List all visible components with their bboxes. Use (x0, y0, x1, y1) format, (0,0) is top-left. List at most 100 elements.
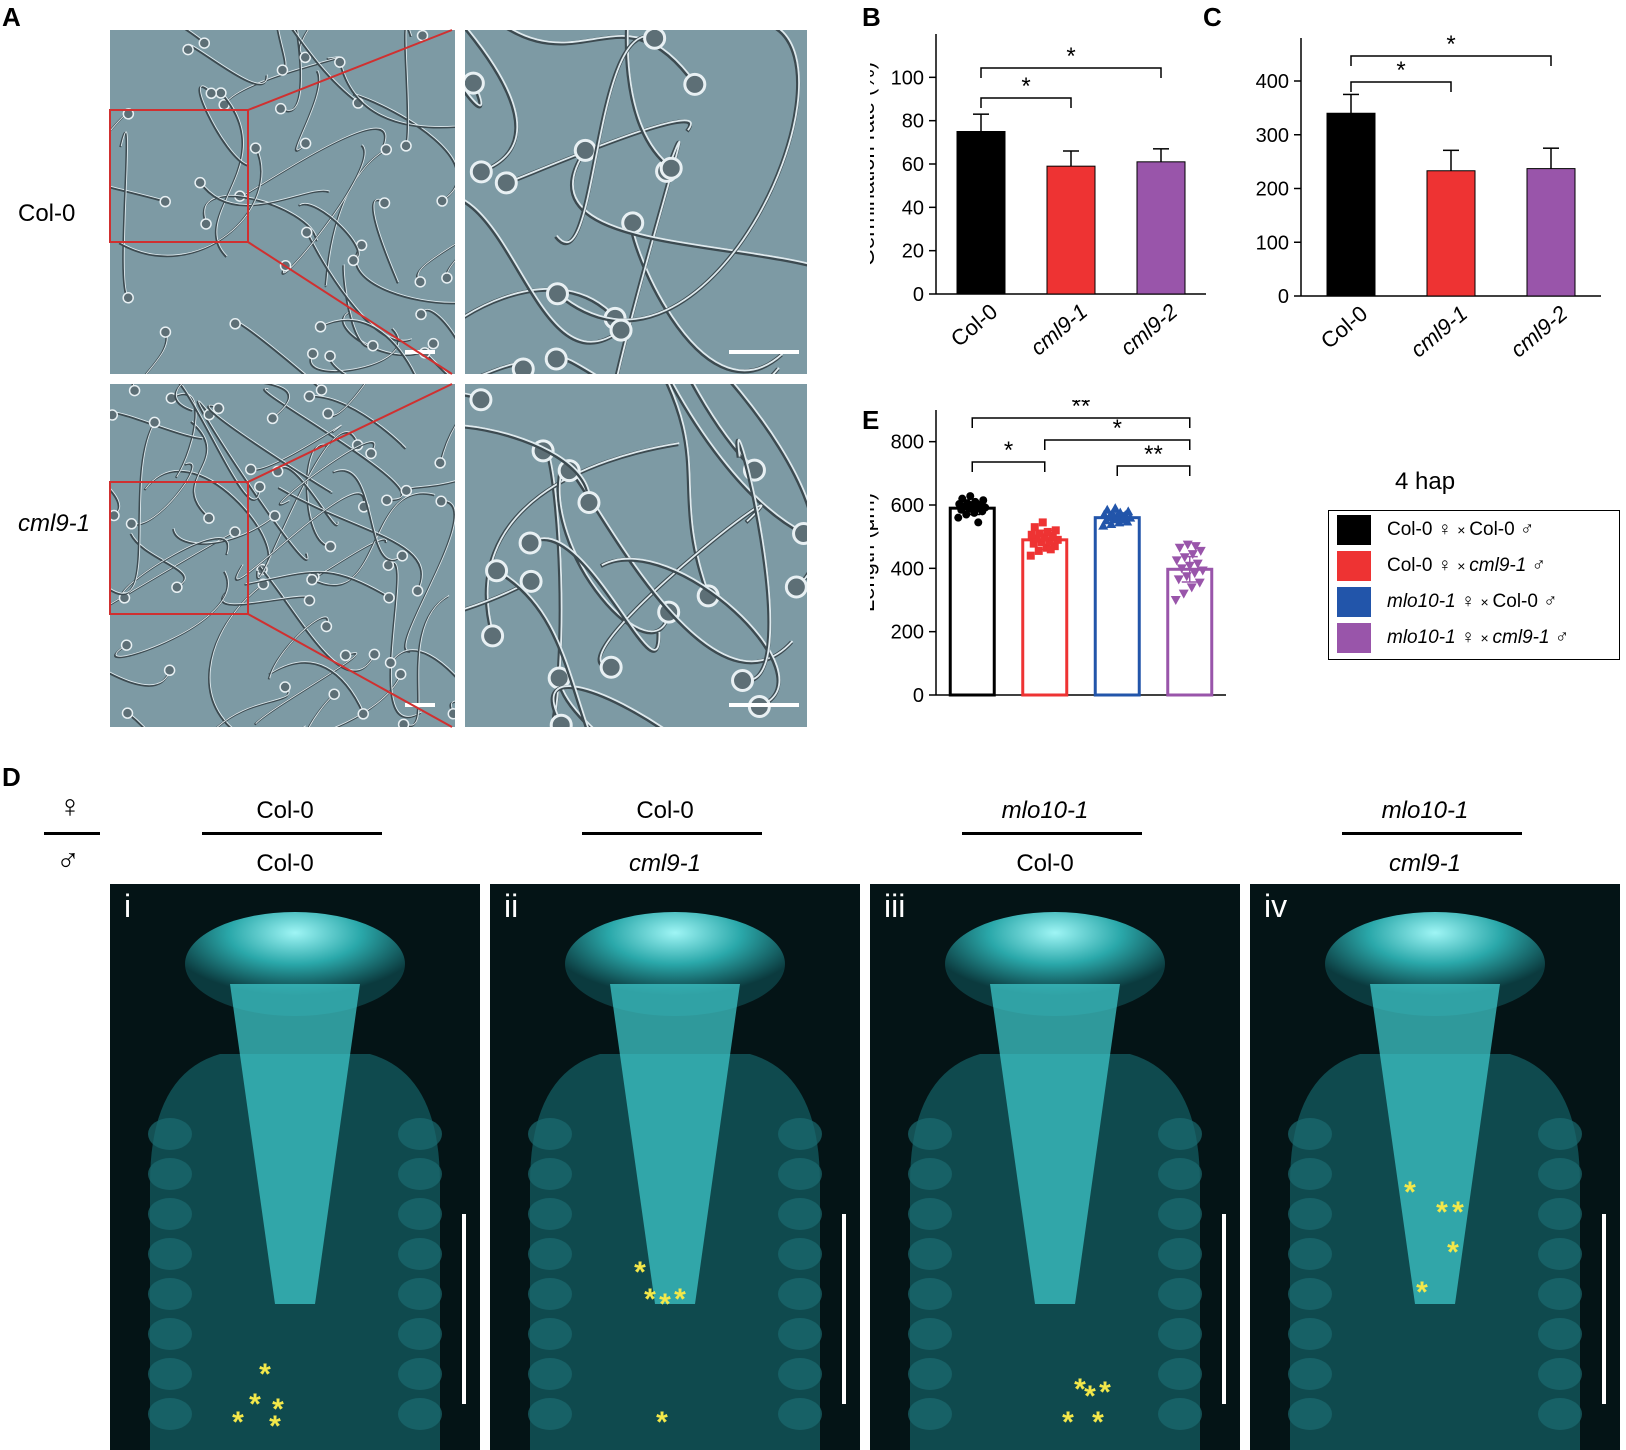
pollen-tube-tip-marker: * (674, 1283, 686, 1316)
ovule (528, 1398, 572, 1430)
pollen-tube-tip-marker: * (1099, 1376, 1111, 1409)
genotype-divider (582, 832, 762, 835)
ovule (908, 1358, 952, 1390)
y-tick-label: 0 (1278, 286, 1289, 308)
female-genotype-label: Col-0 (636, 797, 694, 824)
pollen-tube-tip-marker: * (249, 1388, 261, 1421)
ovule (528, 1158, 572, 1190)
y-tick-label: 200 (891, 622, 924, 644)
bar (1046, 165, 1096, 295)
data-point (1106, 519, 1117, 528)
scale-bar (729, 703, 799, 707)
data-point (1099, 509, 1110, 519)
data-point (1115, 507, 1126, 517)
pollen-tube-tip-marker: * (656, 1406, 668, 1439)
data-point (1051, 526, 1060, 535)
ovule (908, 1158, 952, 1190)
male-genotype-label: Col-0 (256, 850, 314, 877)
legend-entry: mlo10-1 ♀ × Col-0 ♂ (1337, 587, 1607, 619)
ovule (528, 1238, 572, 1270)
legend-swatch (1337, 623, 1371, 653)
data-point (1186, 583, 1197, 593)
genotype-divider (1342, 832, 1522, 835)
x-tick-label: Col-0 (946, 299, 1002, 352)
x-tick-label: Col-0 (1316, 301, 1372, 354)
ovule (398, 1158, 442, 1190)
ovule (1158, 1238, 1202, 1270)
data-point (1107, 508, 1118, 518)
bar (956, 131, 1006, 295)
ovule (1158, 1118, 1202, 1150)
data-point (1034, 546, 1043, 555)
data-point (1125, 512, 1136, 522)
bar (1021, 538, 1069, 697)
pollen-tube-tip-marker: * (1092, 1406, 1104, 1439)
genotype-divider (962, 832, 1142, 835)
y-tick-label: 0 (913, 685, 924, 707)
significance-bracket (971, 417, 1191, 428)
male-genotype-label: Col-0 (1016, 850, 1074, 877)
y-tick-label: 20 (902, 241, 924, 263)
pollen-tube-tip-marker: * (1447, 1236, 1459, 1269)
data-point (1174, 543, 1185, 553)
legend-e: Col-0 ♀ × Col-0 ♂ Col-0 ♀ × cml9-1 ♂ mlo10… (1328, 510, 1620, 660)
genotype-divider (44, 832, 100, 835)
legend-swatch (1337, 587, 1371, 617)
y-tick-label: 40 (902, 197, 924, 219)
data-point (1192, 559, 1203, 569)
bar (1093, 516, 1141, 697)
y-tick-label: 200 (1256, 179, 1289, 201)
ovule (908, 1238, 952, 1270)
ovule (1538, 1318, 1582, 1350)
significance-label: * (1021, 73, 1030, 100)
ovule (908, 1198, 952, 1230)
data-point (1118, 514, 1129, 524)
scale-bar (405, 703, 435, 707)
data-point (1194, 578, 1205, 588)
data-point (1181, 572, 1192, 582)
genotype-divider (202, 832, 382, 835)
data-point (1170, 596, 1181, 605)
ovule (398, 1398, 442, 1430)
pollen-tube-tip-marker: * (232, 1406, 244, 1439)
ovule (908, 1318, 952, 1350)
significance-label: ** (1144, 441, 1163, 468)
x-tick-label: cml9-2 (1506, 301, 1573, 363)
significance-label: * (1446, 31, 1455, 58)
ovule (778, 1318, 822, 1350)
data-point (1187, 550, 1198, 560)
ovule (398, 1318, 442, 1350)
pollen-tube-tip-marker: * (1062, 1406, 1074, 1439)
female-symbol: ♀ (58, 788, 82, 824)
ovule (1288, 1278, 1332, 1310)
ovule (148, 1118, 192, 1150)
image-numeral: iii (884, 888, 906, 924)
y-tick-label: 0 (913, 284, 924, 306)
male-genotype-label: cml9-1 (628, 850, 701, 877)
y-axis-label: Germination rate (%) (870, 62, 879, 266)
bar (1136, 161, 1186, 295)
significance-label: * (1113, 415, 1122, 442)
chart-c: 0100200300400Length (μm)Col-0cml9-1cml9-… (1256, 31, 1601, 363)
ovule (778, 1358, 822, 1390)
ovule (398, 1278, 442, 1310)
ovule (1288, 1358, 1332, 1390)
ovule (778, 1198, 822, 1230)
pollen-tube-tip-marker: * (1084, 1380, 1096, 1413)
data-point (1045, 537, 1054, 546)
pollen-tube-bundle (610, 984, 740, 1304)
legend-entry: Col-0 ♀ × Col-0 ♂ (1337, 515, 1607, 547)
ovule (1538, 1278, 1582, 1310)
data-point (1176, 564, 1187, 574)
female-genotype-label: mlo10-1 (1381, 797, 1469, 824)
data-point (979, 496, 988, 505)
fluorescence-image-i: * * * * * i (110, 884, 480, 1450)
micrograph-cml9-1-overview (110, 384, 455, 727)
ovule (1158, 1158, 1202, 1190)
pollen-tube-tip-marker: * (1074, 1373, 1086, 1406)
y-tick-label: 80 (902, 111, 924, 133)
data-point (1123, 506, 1134, 516)
fluorescence-image-iii: * * * * * iii (870, 884, 1240, 1450)
pollen-tube-bundle (990, 984, 1120, 1304)
ovule (398, 1358, 442, 1390)
